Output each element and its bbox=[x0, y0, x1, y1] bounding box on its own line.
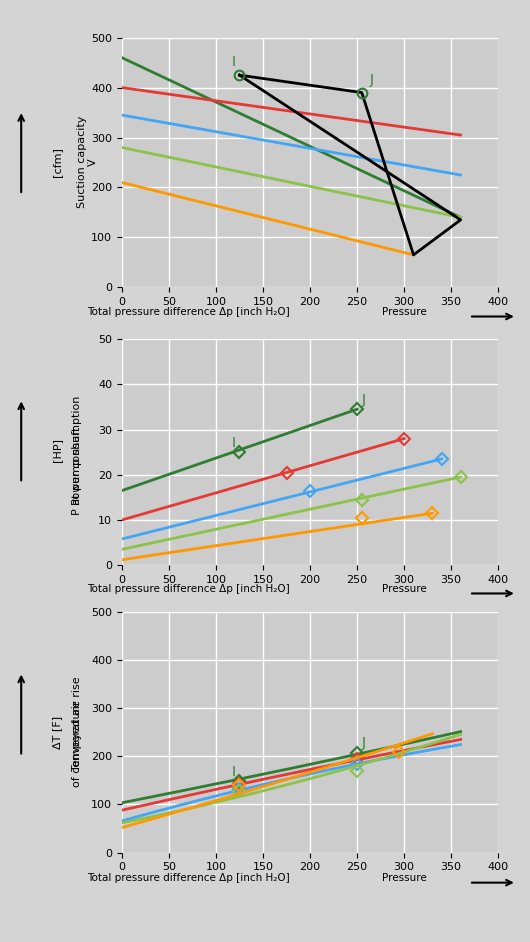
Text: Pressure: Pressure bbox=[382, 307, 426, 317]
Text: P at pump shaft: P at pump shaft bbox=[72, 427, 82, 515]
Text: Total pressure difference Δp [inch H₂O]: Total pressure difference Δp [inch H₂O] bbox=[87, 584, 289, 594]
Text: I: I bbox=[232, 436, 236, 449]
Text: [HP]: [HP] bbox=[52, 438, 62, 463]
Text: J: J bbox=[362, 393, 366, 407]
Text: Pressure: Pressure bbox=[382, 584, 426, 594]
Text: of conveyed air: of conveyed air bbox=[72, 701, 82, 788]
Text: Pressure: Pressure bbox=[382, 873, 426, 884]
Text: I: I bbox=[232, 56, 236, 69]
Text: Total pressure difference Δp [inch H₂O]: Total pressure difference Δp [inch H₂O] bbox=[87, 307, 289, 317]
Text: V̇: V̇ bbox=[88, 158, 98, 166]
Text: [cfm]: [cfm] bbox=[52, 147, 62, 177]
Text: J: J bbox=[369, 73, 373, 87]
Text: Power consumption: Power consumption bbox=[72, 396, 82, 505]
Text: I: I bbox=[232, 765, 236, 779]
Text: ΔT [F]: ΔT [F] bbox=[52, 716, 62, 750]
Text: J: J bbox=[362, 736, 366, 750]
Text: Temperature rise: Temperature rise bbox=[72, 676, 82, 771]
Text: Total pressure difference Δp [inch H₂O]: Total pressure difference Δp [inch H₂O] bbox=[87, 873, 289, 884]
Text: Suction capacity: Suction capacity bbox=[77, 116, 87, 208]
